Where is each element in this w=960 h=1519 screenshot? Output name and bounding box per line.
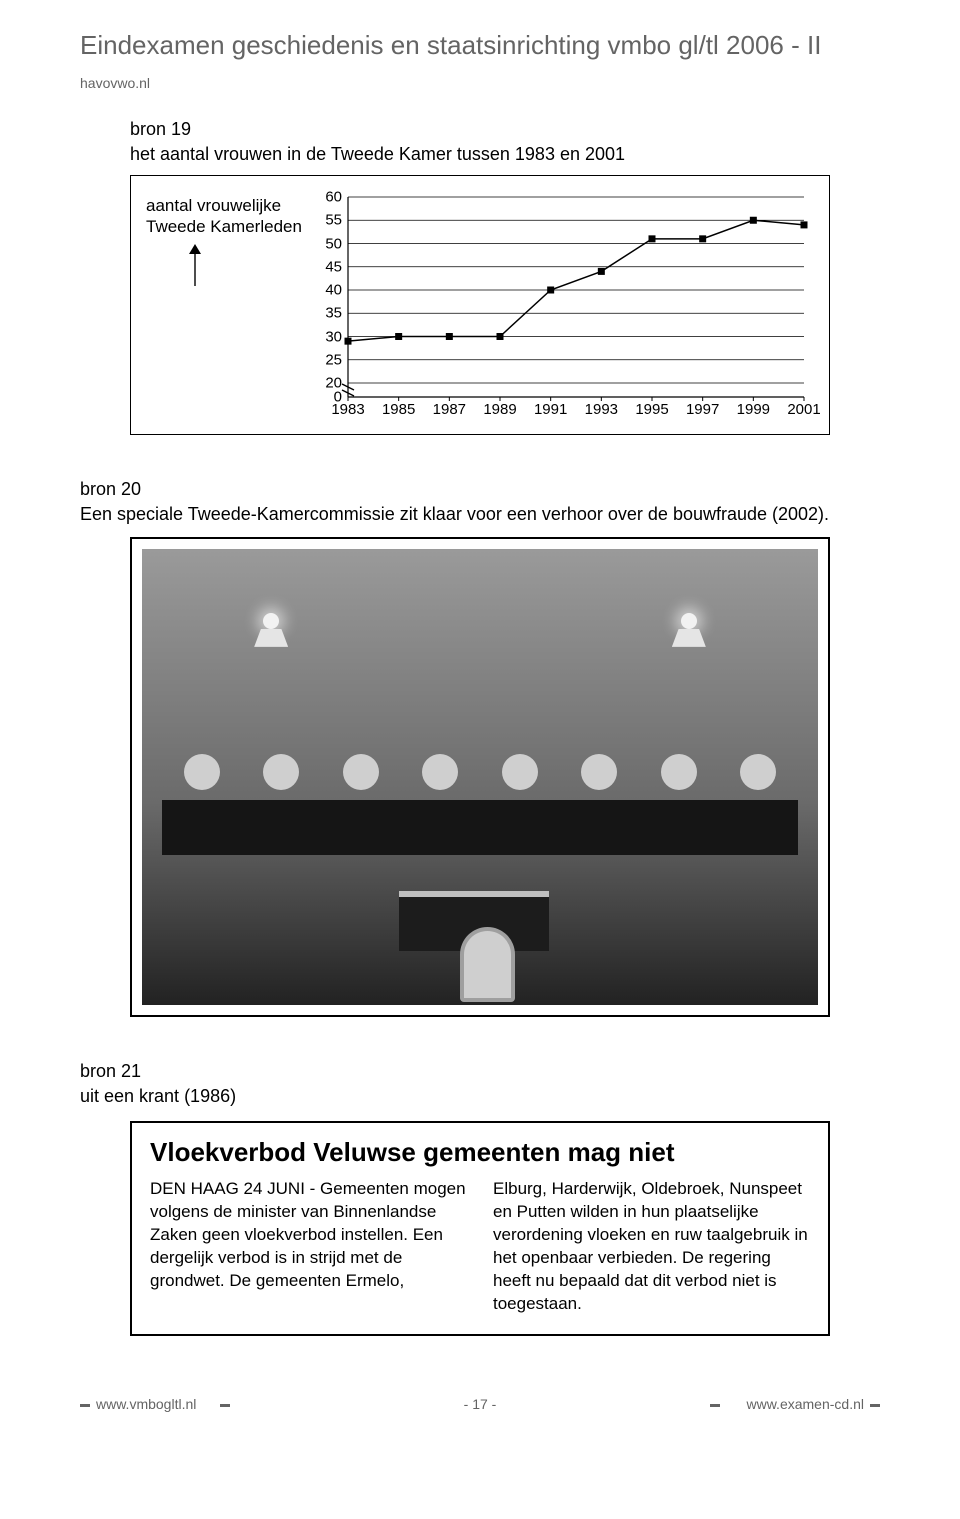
- person-silhouette: [184, 754, 220, 790]
- y-tick-label: 55: [325, 212, 342, 229]
- y-tick-label: 45: [325, 258, 342, 275]
- lamp-icon: [250, 613, 292, 665]
- up-arrow-icon: [188, 244, 202, 286]
- doc-subtitle: havovwo.nl: [80, 75, 880, 91]
- x-tick-label: 1997: [686, 401, 719, 418]
- footer: www.vmbogltl.nl - 17 - www.examen-cd.nl: [80, 1396, 880, 1436]
- bron21-label: bron 21: [80, 1061, 880, 1082]
- footer-dash-icon: [220, 1404, 230, 1407]
- news-col-left: DEN HAAG 24 JUNI - Gemeenten mogen volge…: [150, 1178, 467, 1316]
- person-silhouette: [422, 754, 458, 790]
- bron19-chart: 0202530354045505560198319851987198919911…: [314, 191, 814, 421]
- doc-title: Eindexamen geschiedenis en staatsinricht…: [80, 30, 880, 61]
- y-tick-label: 60: [325, 189, 342, 206]
- x-tick-label: 1999: [737, 401, 770, 418]
- page: Eindexamen geschiedenis en staatsinricht…: [0, 0, 960, 1456]
- person-silhouette: [263, 754, 299, 790]
- x-tick-label: 2001: [787, 401, 820, 418]
- x-tick-label: 1995: [635, 401, 668, 418]
- y-tick-label: 50: [325, 235, 342, 252]
- bron20-caption: Een speciale Tweede-Kamercommissie zit k…: [80, 504, 880, 525]
- bron21-section: bron 21 uit een krant (1986) Vloekverbod…: [80, 1061, 880, 1336]
- person-silhouette: [581, 754, 617, 790]
- footer-center: - 17 -: [464, 1396, 497, 1412]
- bron20-photo: [142, 549, 818, 1005]
- footer-dash-icon: [80, 1404, 90, 1407]
- footer-right: www.examen-cd.nl: [747, 1396, 865, 1412]
- witness-chair: [460, 927, 515, 1002]
- footer-dash-icon: [870, 1404, 880, 1407]
- chart-ylabel-line1: aantal vrouwelijke: [146, 195, 281, 216]
- person-silhouette: [661, 754, 697, 790]
- x-tick-label: 1993: [585, 401, 618, 418]
- y-tick-label: 20: [325, 375, 342, 392]
- line-chart-svg: [314, 191, 814, 421]
- person-silhouette: [740, 754, 776, 790]
- x-tick-label: 1987: [433, 401, 466, 418]
- bron20-photo-frame: [130, 537, 830, 1017]
- chart-ylabel-line2: Tweede Kamerleden: [146, 216, 302, 237]
- lamp-icon: [668, 613, 710, 665]
- news-columns: DEN HAAG 24 JUNI - Gemeenten mogen volge…: [150, 1178, 810, 1316]
- person-silhouette: [343, 754, 379, 790]
- commission-panel: [142, 754, 818, 790]
- y-tick-label: 30: [325, 328, 342, 345]
- y-tick-label: 40: [325, 282, 342, 299]
- x-tick-label: 1985: [382, 401, 415, 418]
- bron20-label: bron 20: [80, 479, 880, 500]
- x-tick-label: 1989: [483, 401, 516, 418]
- x-tick-label: 1983: [331, 401, 364, 418]
- bron19-section: bron 19 het aantal vrouwen in de Tweede …: [130, 119, 880, 435]
- bron21-caption: uit een krant (1986): [80, 1086, 880, 1107]
- chart-ylabel-wrap: aantal vrouwelijke Tweede Kamerleden: [146, 191, 314, 419]
- y-tick-label: 25: [325, 351, 342, 368]
- footer-dash-icon: [710, 1404, 720, 1407]
- footer-left: www.vmbogltl.nl: [96, 1396, 196, 1412]
- news-headline: Vloekverbod Veluwse gemeenten mag niet: [150, 1137, 810, 1168]
- news-col-right: Elburg, Harderwijk, Oldebroek, Nunspeet …: [493, 1178, 810, 1316]
- dais: [162, 800, 797, 855]
- bron19-caption: het aantal vrouwen in de Tweede Kamer tu…: [130, 144, 880, 165]
- bron21-news-frame: Vloekverbod Veluwse gemeenten mag niet D…: [130, 1121, 830, 1336]
- bron20-section: bron 20 Een speciale Tweede-Kamercommiss…: [80, 479, 880, 1017]
- bron19-label: bron 19: [130, 119, 880, 140]
- y-tick-label: 35: [325, 305, 342, 322]
- person-silhouette: [502, 754, 538, 790]
- x-tick-label: 1991: [534, 401, 567, 418]
- bron19-chart-frame: aantal vrouwelijke Tweede Kamerleden 020…: [130, 175, 830, 435]
